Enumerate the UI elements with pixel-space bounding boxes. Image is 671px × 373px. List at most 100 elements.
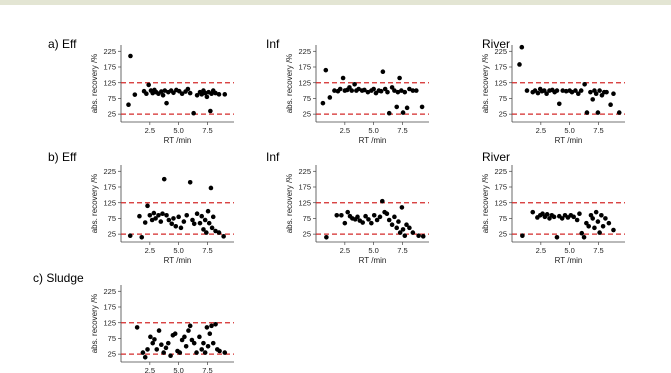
x-axis-title: RT /min xyxy=(555,256,583,265)
x-tick-label: 5.0 xyxy=(564,246,574,255)
data-point xyxy=(360,220,365,225)
data-point xyxy=(386,217,392,223)
data-point xyxy=(611,227,616,233)
data-point xyxy=(160,211,165,217)
data-point xyxy=(397,75,402,81)
data-point xyxy=(205,208,211,214)
data-point xyxy=(595,110,601,115)
data-point xyxy=(334,212,340,218)
data-point xyxy=(182,334,187,340)
x-axis-title: RT /min xyxy=(359,256,387,265)
data-point xyxy=(392,88,397,93)
data-point xyxy=(593,91,599,97)
data-point xyxy=(559,216,565,221)
data-point xyxy=(371,212,377,218)
data-point xyxy=(384,211,390,217)
data-point xyxy=(183,343,189,349)
data-point xyxy=(608,102,613,108)
x-tick-label: 5.0 xyxy=(173,126,183,135)
data-point xyxy=(191,110,196,116)
x-tick-label: 7.5 xyxy=(202,366,212,373)
data-point xyxy=(374,217,380,223)
data-point xyxy=(201,227,206,232)
data-point xyxy=(208,108,213,114)
panel-1: Inf 25 75 125 175 225 2.5 5.0 7.5 RT /min abs. rec… xyxy=(266,37,429,145)
y-tick-label: 225 xyxy=(298,47,311,56)
y-tick-label: 125 xyxy=(103,198,116,207)
y-tick-label: 75 xyxy=(108,214,116,223)
data-point xyxy=(574,217,580,223)
data-point xyxy=(187,323,193,329)
y-axis-title: abs. recovery /% xyxy=(285,54,294,114)
y-axis-title: abs. recovery /% xyxy=(90,54,99,114)
y-tick-label: 225 xyxy=(494,167,507,176)
data-point xyxy=(571,214,576,220)
data-point xyxy=(347,85,352,90)
data-point xyxy=(216,230,222,235)
data-point xyxy=(576,91,581,97)
data-point xyxy=(394,104,400,110)
data-point xyxy=(202,90,208,96)
data-point xyxy=(213,228,218,234)
data-point xyxy=(146,82,151,88)
data-point xyxy=(356,86,361,92)
y-tick-label: 75 xyxy=(499,94,507,103)
data-point xyxy=(178,225,184,231)
data-point xyxy=(194,350,199,355)
data-point xyxy=(389,222,395,228)
data-point xyxy=(163,345,169,351)
data-point xyxy=(399,88,404,93)
data-point xyxy=(547,216,552,221)
data-point xyxy=(202,350,208,355)
y-tick-label: 125 xyxy=(298,198,311,207)
data-point xyxy=(352,81,357,87)
data-point xyxy=(386,110,392,116)
y-tick-label: 75 xyxy=(303,214,311,223)
data-point xyxy=(132,92,138,97)
data-point xyxy=(530,209,536,215)
y-tick-label: 25 xyxy=(108,230,116,239)
data-point xyxy=(161,176,167,182)
data-point xyxy=(544,212,550,217)
x-tick-label: 7.5 xyxy=(593,126,603,135)
x-tick-label: 5.0 xyxy=(368,246,378,255)
x-tick-label: 2.5 xyxy=(145,366,155,373)
data-point xyxy=(128,53,133,59)
data-point xyxy=(402,89,408,95)
data-point xyxy=(199,213,205,219)
data-point xyxy=(186,328,191,333)
x-tick-label: 7.5 xyxy=(202,246,212,255)
data-point xyxy=(396,219,401,224)
data-point xyxy=(404,105,410,111)
x-tick-label: 2.5 xyxy=(536,246,546,255)
data-point xyxy=(327,95,333,100)
y-tick-label: 125 xyxy=(494,198,507,207)
data-point xyxy=(204,230,209,235)
data-point xyxy=(520,233,525,239)
data-point xyxy=(556,101,562,107)
data-point xyxy=(153,216,158,221)
data-point xyxy=(397,230,403,235)
data-point xyxy=(584,110,590,115)
data-point xyxy=(407,86,412,92)
data-point xyxy=(172,331,178,337)
data-point xyxy=(355,214,360,220)
data-point xyxy=(541,88,547,93)
data-point xyxy=(382,86,388,92)
data-point xyxy=(586,223,591,229)
data-point xyxy=(385,89,390,95)
data-point xyxy=(145,347,150,352)
data-point xyxy=(222,92,228,97)
data-point xyxy=(161,350,166,355)
panel-title: Inf xyxy=(266,37,280,51)
x-tick-label: 2.5 xyxy=(145,126,155,135)
data-point xyxy=(592,225,597,231)
data-point xyxy=(569,89,575,95)
y-tick-label: 125 xyxy=(494,78,507,87)
data-point xyxy=(156,328,162,333)
data-point xyxy=(144,91,149,97)
data-point xyxy=(159,342,164,348)
data-point xyxy=(544,91,549,97)
data-point xyxy=(560,88,566,93)
